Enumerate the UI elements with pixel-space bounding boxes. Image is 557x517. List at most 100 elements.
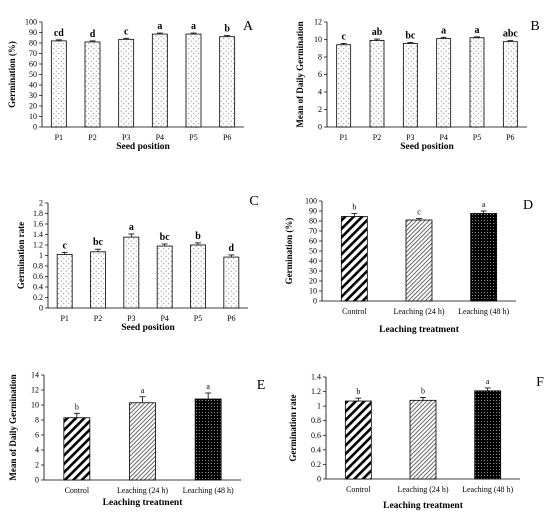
x-tick-label: P3 — [406, 133, 414, 142]
bar — [90, 251, 106, 309]
y-tick-label: 2 — [39, 199, 43, 208]
panel-e: 0 2 4 6 8 10 12 14 b Control a Leaching (24 h) a Leac… — [8, 371, 265, 509]
significance-letter: a — [441, 25, 446, 36]
x-tick-label: Control — [65, 486, 90, 495]
panel-label: F — [536, 375, 544, 390]
x-tick-label: Leaching (48 h) — [462, 485, 513, 494]
significance-letter: d — [90, 29, 96, 40]
significance-letter: c — [124, 26, 129, 37]
y-tick-label: 10 — [314, 35, 322, 44]
bar — [156, 245, 173, 309]
y-tick-label: 8 — [318, 53, 322, 62]
x-axis-title: Leaching treatment — [103, 498, 184, 508]
significance-letter: a — [206, 382, 210, 391]
y-tick-label: 10 — [309, 287, 317, 296]
y-tick-label: 0.2 — [311, 460, 321, 469]
significance-letter: b — [195, 231, 201, 242]
bar — [56, 254, 73, 309]
panel-f: 0 0.2 0.4 0.6 0.8 1 1.2 1.4 b Control b Leaching (2… — [288, 373, 544, 512]
y-tick-label: 90 — [309, 207, 317, 216]
bar — [84, 41, 101, 128]
x-tick-label: P6 — [506, 133, 514, 142]
bar — [223, 256, 240, 309]
x-tick-label: Control — [342, 307, 367, 316]
y-tick-label: 80 — [309, 217, 317, 226]
x-tick-label: Leaching (48 h) — [458, 307, 509, 316]
y-axis-title: Germination (%) — [284, 218, 294, 285]
x-tick-label: P1 — [60, 314, 68, 323]
significance-letter: bc — [405, 30, 416, 41]
y-tick-label: 50 — [309, 247, 317, 256]
panel-label: B — [530, 19, 539, 34]
bar — [470, 213, 498, 302]
bar — [219, 36, 236, 128]
x-tick-label: Leaching (24 h) — [393, 307, 444, 316]
y-tick-label: 70 — [29, 49, 37, 58]
significance-letter: cd — [54, 28, 64, 39]
significance-letter: a — [191, 21, 196, 32]
x-tick-label: P3 — [127, 314, 135, 323]
y-tick-label: 2 — [35, 461, 39, 470]
y-tick-label: 0.8 — [311, 416, 321, 425]
y-tick-label: 0 — [39, 304, 43, 313]
y-tick-label: 1.4 — [33, 230, 43, 239]
bar — [336, 44, 352, 128]
bar — [502, 41, 518, 128]
y-tick-label: 1 — [317, 402, 321, 411]
x-tick-label: Leaching (24 h) — [117, 486, 168, 495]
x-tick-label: P1 — [55, 133, 63, 142]
bar — [185, 33, 202, 128]
x-tick-label: P5 — [194, 314, 202, 323]
y-tick-label: 30 — [309, 267, 317, 276]
y-tick-label: 20 — [29, 102, 37, 111]
x-axis-title: Seed position — [121, 323, 175, 333]
bar — [118, 38, 135, 128]
panel-label: E — [257, 378, 266, 393]
bar — [50, 40, 67, 128]
y-tick-label: 60 — [29, 60, 37, 69]
x-tick-label: P1 — [339, 133, 347, 142]
significance-letter: a — [486, 377, 490, 386]
x-tick-label: P4 — [439, 133, 447, 142]
y-tick-label: 1.2 — [33, 241, 43, 250]
y-tick-label: 60 — [309, 237, 317, 246]
y-axis-title: Germination rate — [16, 222, 26, 289]
y-tick-label: 80 — [29, 39, 37, 48]
x-tick-label: P4 — [156, 133, 164, 142]
y-tick-label: 0 — [317, 475, 321, 484]
y-tick-label: 0.6 — [33, 272, 43, 281]
bar — [123, 236, 140, 309]
significance-letter: c — [341, 31, 346, 42]
bar — [409, 399, 437, 480]
y-tick-label: 70 — [309, 227, 317, 236]
y-tick-label: 12 — [314, 18, 322, 27]
significance-letter: abc — [503, 29, 519, 40]
panel-label: A — [243, 19, 254, 34]
y-tick-label: 12 — [31, 386, 39, 395]
bar — [344, 400, 372, 480]
y-axis-title: Germination rate — [288, 394, 298, 461]
bar — [405, 219, 433, 302]
y-tick-label: 14 — [31, 371, 39, 380]
panel-b: 0 2 4 6 8 10 12 c P1 ab P2 bc P3 a P4 a P5 abc P6 Seed posi… — [295, 18, 540, 153]
significance-letter: b — [356, 387, 360, 396]
y-axis-title: Germination (%) — [7, 41, 17, 108]
x-tick-label: P2 — [94, 314, 102, 323]
panel-c: 0 0.20.4 0.60.8 11.2 1.41.6 1.82 c P1 bc P2 a P3 bc P… — [16, 194, 259, 333]
y-tick-label: 100 — [305, 197, 317, 206]
y-tick-label: 4 — [318, 88, 322, 97]
y-tick-label: 6 — [35, 431, 39, 440]
y-tick-label: 20 — [309, 277, 317, 286]
x-axis-title: Seed position — [116, 142, 170, 152]
panel-label: C — [249, 194, 258, 209]
x-tick-label: P2 — [373, 133, 381, 142]
x-tick-label: P3 — [122, 133, 130, 142]
significance-letter: c — [417, 208, 421, 217]
y-axis-title: Mean of Daily Germination — [295, 21, 305, 127]
y-tick-label: 0 — [318, 123, 322, 132]
y-tick-label: 8 — [35, 416, 39, 425]
y-tick-label: 90 — [29, 28, 37, 37]
bar — [369, 39, 385, 128]
